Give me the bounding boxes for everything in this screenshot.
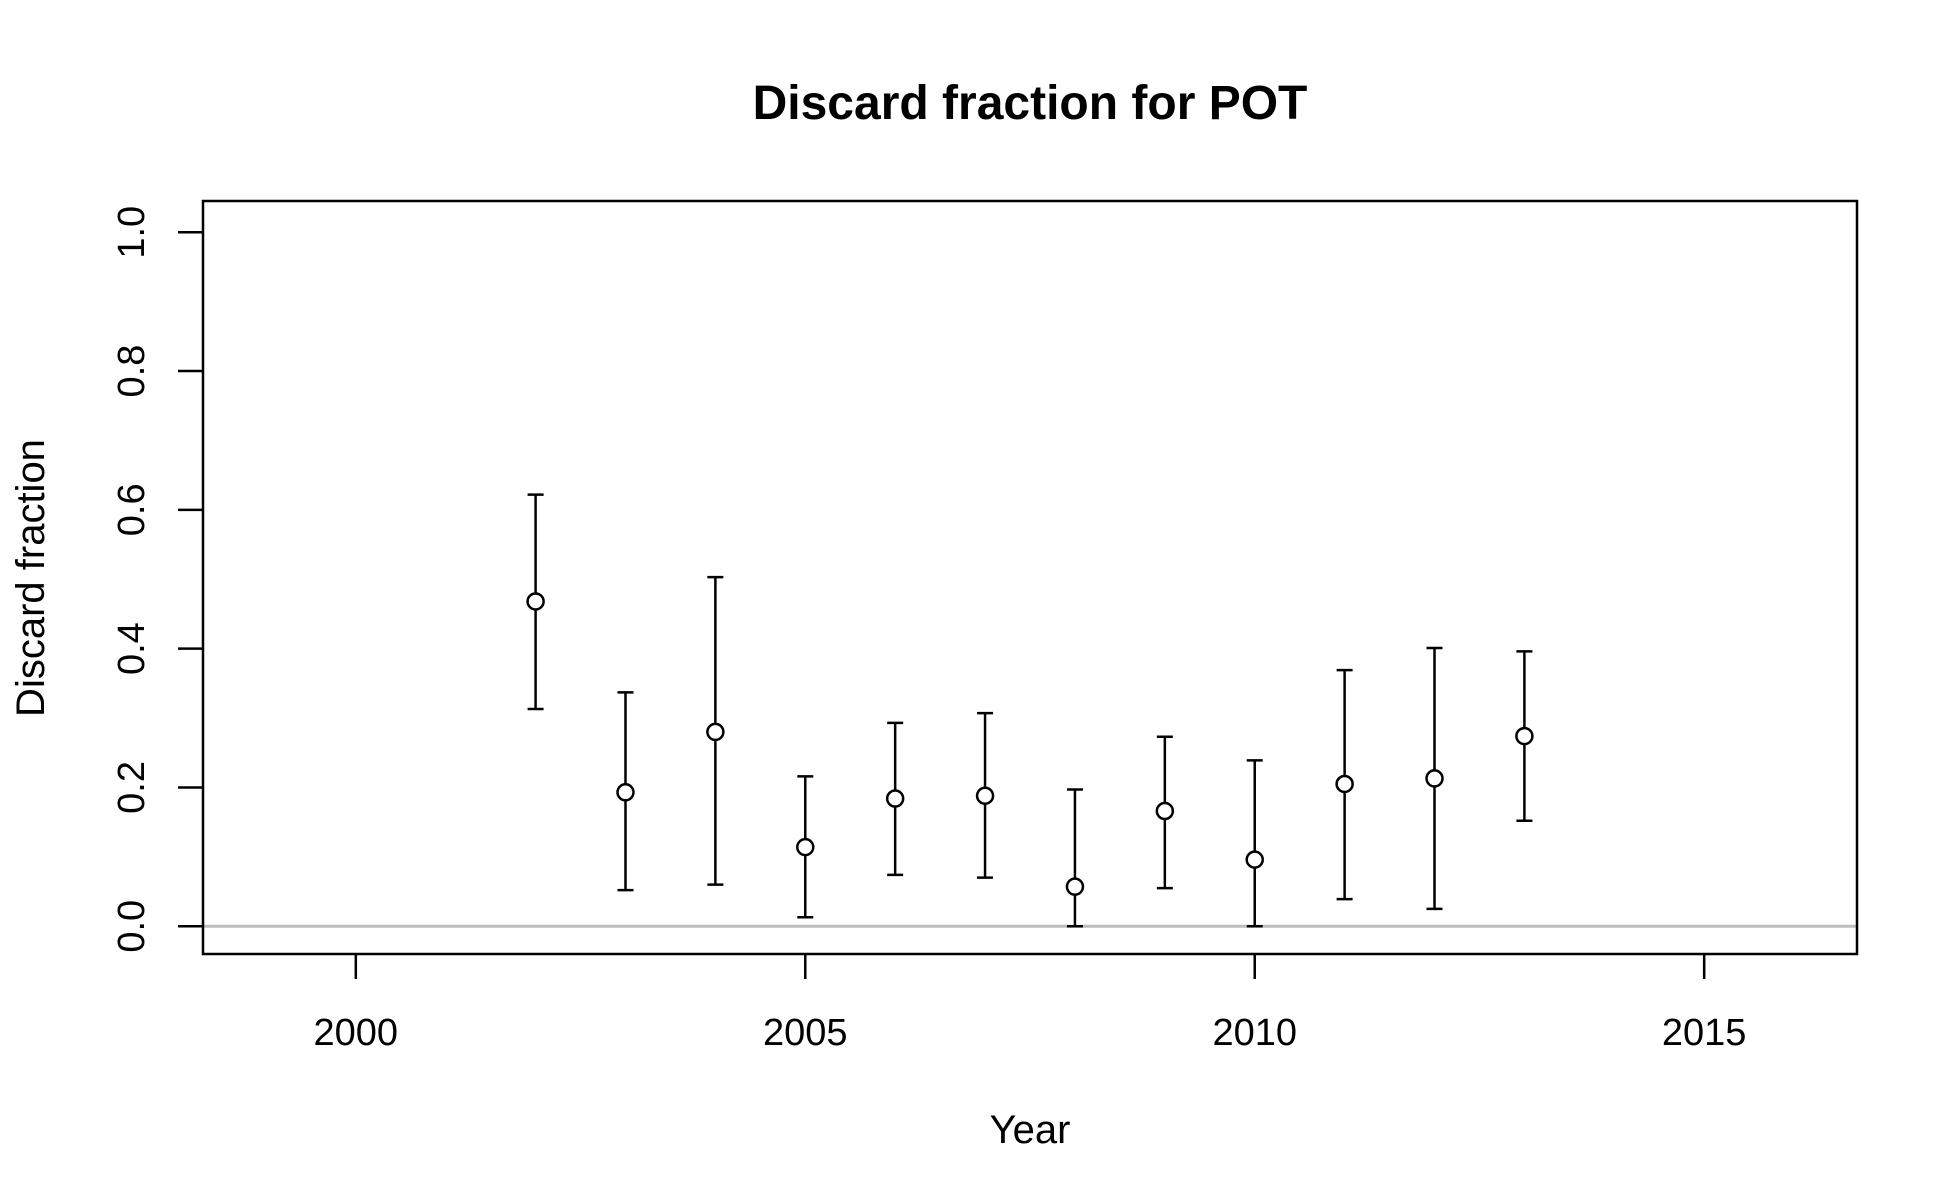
data-point (1425, 769, 1444, 788)
data-point (1515, 726, 1534, 746)
data-point (885, 789, 905, 808)
y-tick-label: 0.0 (111, 900, 153, 953)
x-tick-label: 2010 (1212, 1012, 1297, 1054)
data-point (526, 592, 545, 611)
data-point (1245, 850, 1264, 869)
x-tick-label: 2000 (314, 1012, 399, 1054)
data-point (616, 783, 635, 802)
y-tick-label: 1.0 (111, 206, 153, 259)
data-point (706, 722, 725, 742)
x-tick-label: 2005 (763, 1012, 848, 1054)
x-tick-label: 2015 (1662, 1012, 1747, 1054)
y-tick-label: 0.8 (111, 345, 153, 398)
data-point (1065, 877, 1085, 896)
data-point (1335, 774, 1354, 794)
data-point (1155, 801, 1175, 821)
plot-frame (201, 199, 1859, 956)
x-axis-label: Year (990, 1108, 1071, 1152)
plot-area: 2000 2005 2010 2015 0.0 0.2 0.4 0.6 0.8 1.0 (111, 199, 1859, 1054)
y-tick-label: 0.2 (111, 761, 153, 814)
chart-title: Discard fraction for POT (753, 77, 1308, 130)
data-point (975, 786, 995, 806)
y-axis-label: Discard fraction (9, 439, 53, 717)
data-point (796, 837, 815, 857)
y-tick-label: 0.4 (111, 622, 153, 675)
y-tick-label: 0.6 (111, 483, 153, 536)
